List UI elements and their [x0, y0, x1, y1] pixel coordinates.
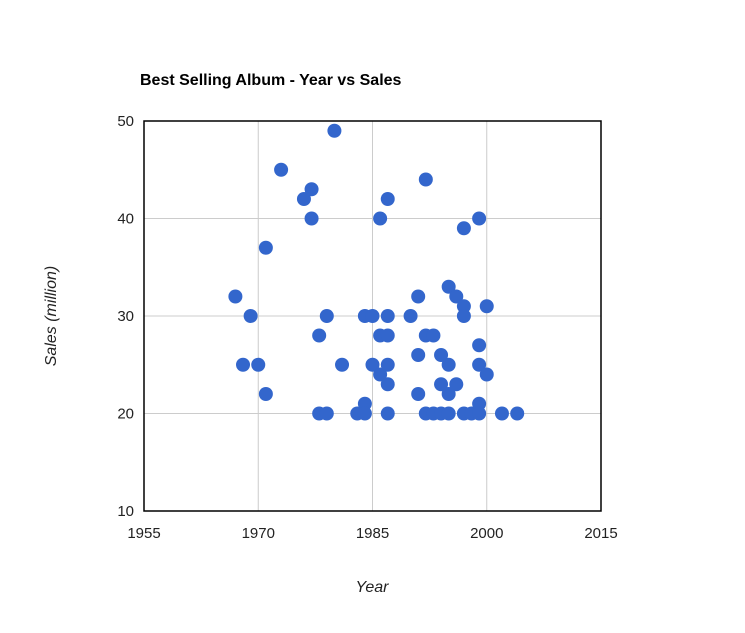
data-point: [380, 309, 395, 323]
data-point: [380, 328, 395, 343]
data-point: [441, 279, 456, 294]
y-tick-label: 50: [117, 113, 134, 130]
data-point: [472, 406, 487, 421]
data-point: [380, 192, 395, 206]
data-point: [479, 367, 494, 382]
data-point: [434, 377, 449, 392]
data-point: [441, 357, 456, 372]
data-point: [357, 406, 372, 421]
data-point: [494, 406, 509, 421]
data-point: [258, 240, 273, 255]
data-point: [456, 221, 471, 236]
data-point: [236, 357, 251, 372]
data-point: [274, 162, 289, 177]
y-axis-ticks: 10 20 30 40 50: [117, 113, 134, 520]
data-points: [228, 123, 525, 421]
x-tick-label: 2000: [470, 525, 503, 542]
data-point: [449, 377, 464, 392]
y-tick-label: 30: [117, 308, 134, 325]
data-point: [373, 211, 388, 226]
x-tick-label: 1985: [356, 525, 389, 542]
chart-title: Best Selling Album - Year vs Sales: [140, 72, 402, 89]
data-point: [357, 396, 372, 411]
data-point: [304, 182, 319, 197]
data-point: [456, 299, 471, 314]
data-point: [479, 299, 494, 314]
data-point: [380, 377, 395, 392]
data-point: [251, 357, 266, 372]
data-point: [411, 289, 426, 304]
data-point: [373, 367, 388, 382]
data-point: [258, 387, 273, 401]
x-axis-label: Year: [356, 579, 390, 596]
data-point: [411, 348, 426, 362]
data-point: [327, 123, 342, 138]
y-tick-label: 20: [117, 406, 134, 423]
data-point: [472, 338, 487, 353]
data-point: [312, 328, 327, 343]
plot-area: [143, 120, 602, 512]
data-point: [403, 309, 418, 323]
y-tick-label: 10: [117, 503, 134, 520]
data-point: [365, 309, 380, 323]
data-point: [380, 406, 395, 421]
data-point: [319, 406, 334, 421]
data-point: [365, 357, 380, 372]
data-point: [434, 348, 449, 362]
x-tick-label: 1955: [127, 525, 160, 542]
data-point: [296, 192, 311, 206]
data-point: [456, 309, 471, 323]
data-point: [319, 309, 334, 323]
data-point: [304, 211, 319, 226]
data-point: [441, 406, 456, 421]
x-axis-ticks: 1955 1970 1985 2000 2015: [127, 525, 617, 542]
x-tick-label: 1970: [242, 525, 275, 542]
data-point: [411, 387, 426, 401]
data-point: [380, 357, 395, 372]
data-point: [449, 289, 464, 304]
data-point: [472, 357, 487, 372]
data-point: [472, 211, 487, 226]
data-point: [510, 406, 525, 421]
data-point: [472, 396, 487, 411]
data-point: [441, 387, 456, 401]
x-tick-label: 2015: [584, 525, 617, 542]
data-point: [228, 289, 243, 304]
data-point: [335, 357, 350, 372]
y-tick-label: 40: [117, 211, 134, 228]
y-axis-label: Sales (million): [43, 266, 60, 366]
data-point: [243, 309, 258, 323]
data-point: [418, 172, 433, 187]
data-point: [426, 328, 441, 343]
